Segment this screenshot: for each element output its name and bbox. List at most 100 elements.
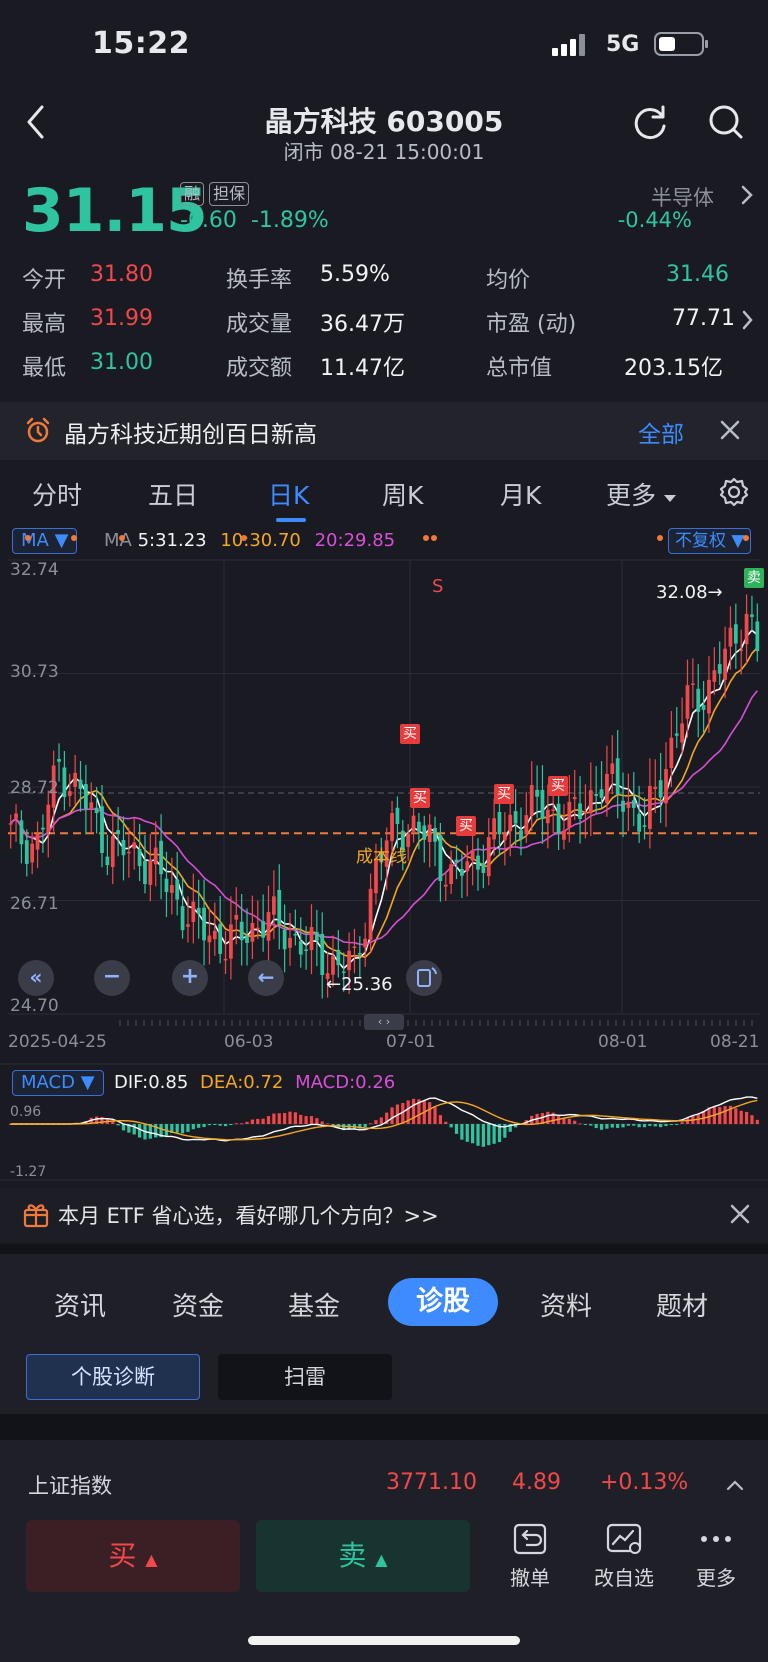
- macd-bar: [540, 1113, 545, 1124]
- tab-timeshare[interactable]: 分时: [32, 481, 83, 510]
- close-icon[interactable]: [720, 420, 740, 444]
- tab-week-k[interactable]: 周K: [382, 481, 424, 510]
- candle-body: [411, 815, 416, 832]
- tab-fund[interactable]: 基金: [288, 1292, 341, 1322]
- candle-body: [717, 664, 722, 674]
- tab-theme[interactable]: 题材: [656, 1292, 709, 1322]
- macd-bar: [755, 1119, 759, 1124]
- candle-body: [105, 856, 110, 866]
- macd-bar: [465, 1124, 469, 1142]
- macd-bar: [637, 1124, 641, 1128]
- candle-body: [529, 785, 534, 816]
- macd-bar: [374, 1120, 378, 1124]
- promo-text[interactable]: 本月 ETF 省心选，看好哪几个方向？>>: [58, 1204, 439, 1228]
- candle-body: [454, 859, 459, 863]
- candle-body: [755, 621, 760, 652]
- scroll-handle[interactable]: ‹ ›: [364, 1014, 404, 1030]
- macd-bar: [256, 1118, 260, 1124]
- zoom-out-button[interactable]: −: [94, 960, 130, 996]
- chevron-right-icon[interactable]: [740, 184, 754, 210]
- settings-icon[interactable]: [718, 476, 750, 512]
- event-dot: [743, 535, 749, 541]
- risk-scan-button[interactable]: 扫雷: [218, 1354, 392, 1400]
- candle-body: [223, 958, 228, 961]
- rotate-button[interactable]: [406, 960, 442, 996]
- tab-more[interactable]: 更多: [606, 481, 657, 510]
- adjust-selector[interactable]: 不复权 ▼: [668, 528, 752, 554]
- stock-title: 晶方科技 603005: [264, 105, 504, 138]
- dif-value: DIF:0.85: [114, 1072, 189, 1093]
- candle-body: [84, 784, 88, 810]
- macd-bar: [605, 1124, 609, 1129]
- amount-value: 11.47亿: [320, 356, 405, 381]
- price-change: -0.60 -1.89%: [180, 208, 329, 233]
- market-status: 闭市 08-21 15:00:01: [283, 140, 485, 164]
- tab-day-k[interactable]: 日K: [268, 481, 310, 510]
- macd-bar: [95, 1116, 99, 1124]
- candle-body: [739, 649, 744, 652]
- chevron-up-icon[interactable]: [726, 1476, 744, 1495]
- tab-profile[interactable]: 资料: [540, 1292, 593, 1322]
- sell-button[interactable]: 卖 ▲: [256, 1520, 470, 1592]
- index-name: 上证指数: [28, 1474, 112, 1498]
- candle-body: [524, 815, 529, 835]
- open-value: 31.80: [90, 262, 153, 287]
- candle-body: [374, 858, 378, 894]
- chevron-right-icon[interactable]: [742, 310, 754, 334]
- kline-chart[interactable]: [0, 524, 768, 1184]
- macd-bar: [148, 1124, 152, 1139]
- candle-body: [605, 773, 609, 803]
- candle-body: [433, 827, 437, 842]
- candle-body: [674, 733, 679, 736]
- back-icon[interactable]: [24, 104, 48, 144]
- tab-news[interactable]: 资讯: [54, 1292, 107, 1322]
- zoom-in-button[interactable]: +: [172, 960, 208, 996]
- candle-body: [449, 864, 454, 885]
- close-icon[interactable]: [730, 1204, 750, 1228]
- macd-bar: [583, 1124, 588, 1125]
- candle-body: [578, 803, 582, 819]
- macd-bar: [578, 1123, 582, 1125]
- news-banner[interactable]: [0, 402, 768, 460]
- macd-bar: [664, 1124, 668, 1127]
- candle-body: [272, 896, 276, 915]
- candle-body: [153, 847, 158, 865]
- rewind-button[interactable]: «: [18, 960, 54, 996]
- promo-banner[interactable]: [0, 1188, 768, 1242]
- candle-body: [680, 723, 684, 743]
- edit-watchlist-button[interactable]: 改自选: [584, 1522, 664, 1591]
- news-headline[interactable]: 晶方科技近期创百日新高: [64, 422, 317, 448]
- tab-month-k[interactable]: 月K: [500, 481, 542, 510]
- alarm-icon: [24, 416, 52, 448]
- search-icon[interactable]: [708, 104, 744, 144]
- index-ticker[interactable]: [0, 1440, 768, 1522]
- more-button[interactable]: 更多: [676, 1522, 756, 1591]
- buy-button[interactable]: 买 ▲: [26, 1520, 240, 1592]
- ma5-value: 5:31.23: [137, 530, 207, 551]
- macd-bar: [411, 1098, 416, 1124]
- macd-bar: [659, 1124, 663, 1128]
- macd-bar: [406, 1100, 410, 1124]
- macd-bar: [358, 1124, 362, 1129]
- cancel-order-button[interactable]: 撤单: [490, 1522, 570, 1591]
- volume-label: 成交量: [226, 312, 293, 337]
- stock-diagnosis-button[interactable]: 个股诊断: [26, 1354, 200, 1400]
- tab-five-day[interactable]: 五日: [148, 481, 199, 510]
- tab-diagnosis[interactable]: 诊股: [388, 1278, 498, 1326]
- arrow-left-button[interactable]: ←: [248, 960, 284, 996]
- news-all-link[interactable]: 全部: [638, 422, 684, 448]
- tab-funds-flow[interactable]: 资金: [172, 1292, 225, 1322]
- status-time: 15:22: [92, 26, 190, 61]
- macd-bar: [288, 1111, 292, 1124]
- macd-bar: [266, 1116, 271, 1124]
- event-dot: [423, 535, 429, 541]
- refresh-icon[interactable]: [632, 104, 668, 144]
- x-tick: 06-03: [224, 1032, 274, 1052]
- candle-body: [690, 683, 695, 685]
- sector-name[interactable]: 半导体: [651, 186, 714, 210]
- edit-watchlist-label: 改自选: [594, 1566, 654, 1590]
- pe-value: 77.71: [672, 306, 735, 331]
- macd-selector[interactable]: MACD ▼: [12, 1070, 104, 1096]
- candle-body: [599, 789, 604, 798]
- candle-body: [73, 772, 78, 787]
